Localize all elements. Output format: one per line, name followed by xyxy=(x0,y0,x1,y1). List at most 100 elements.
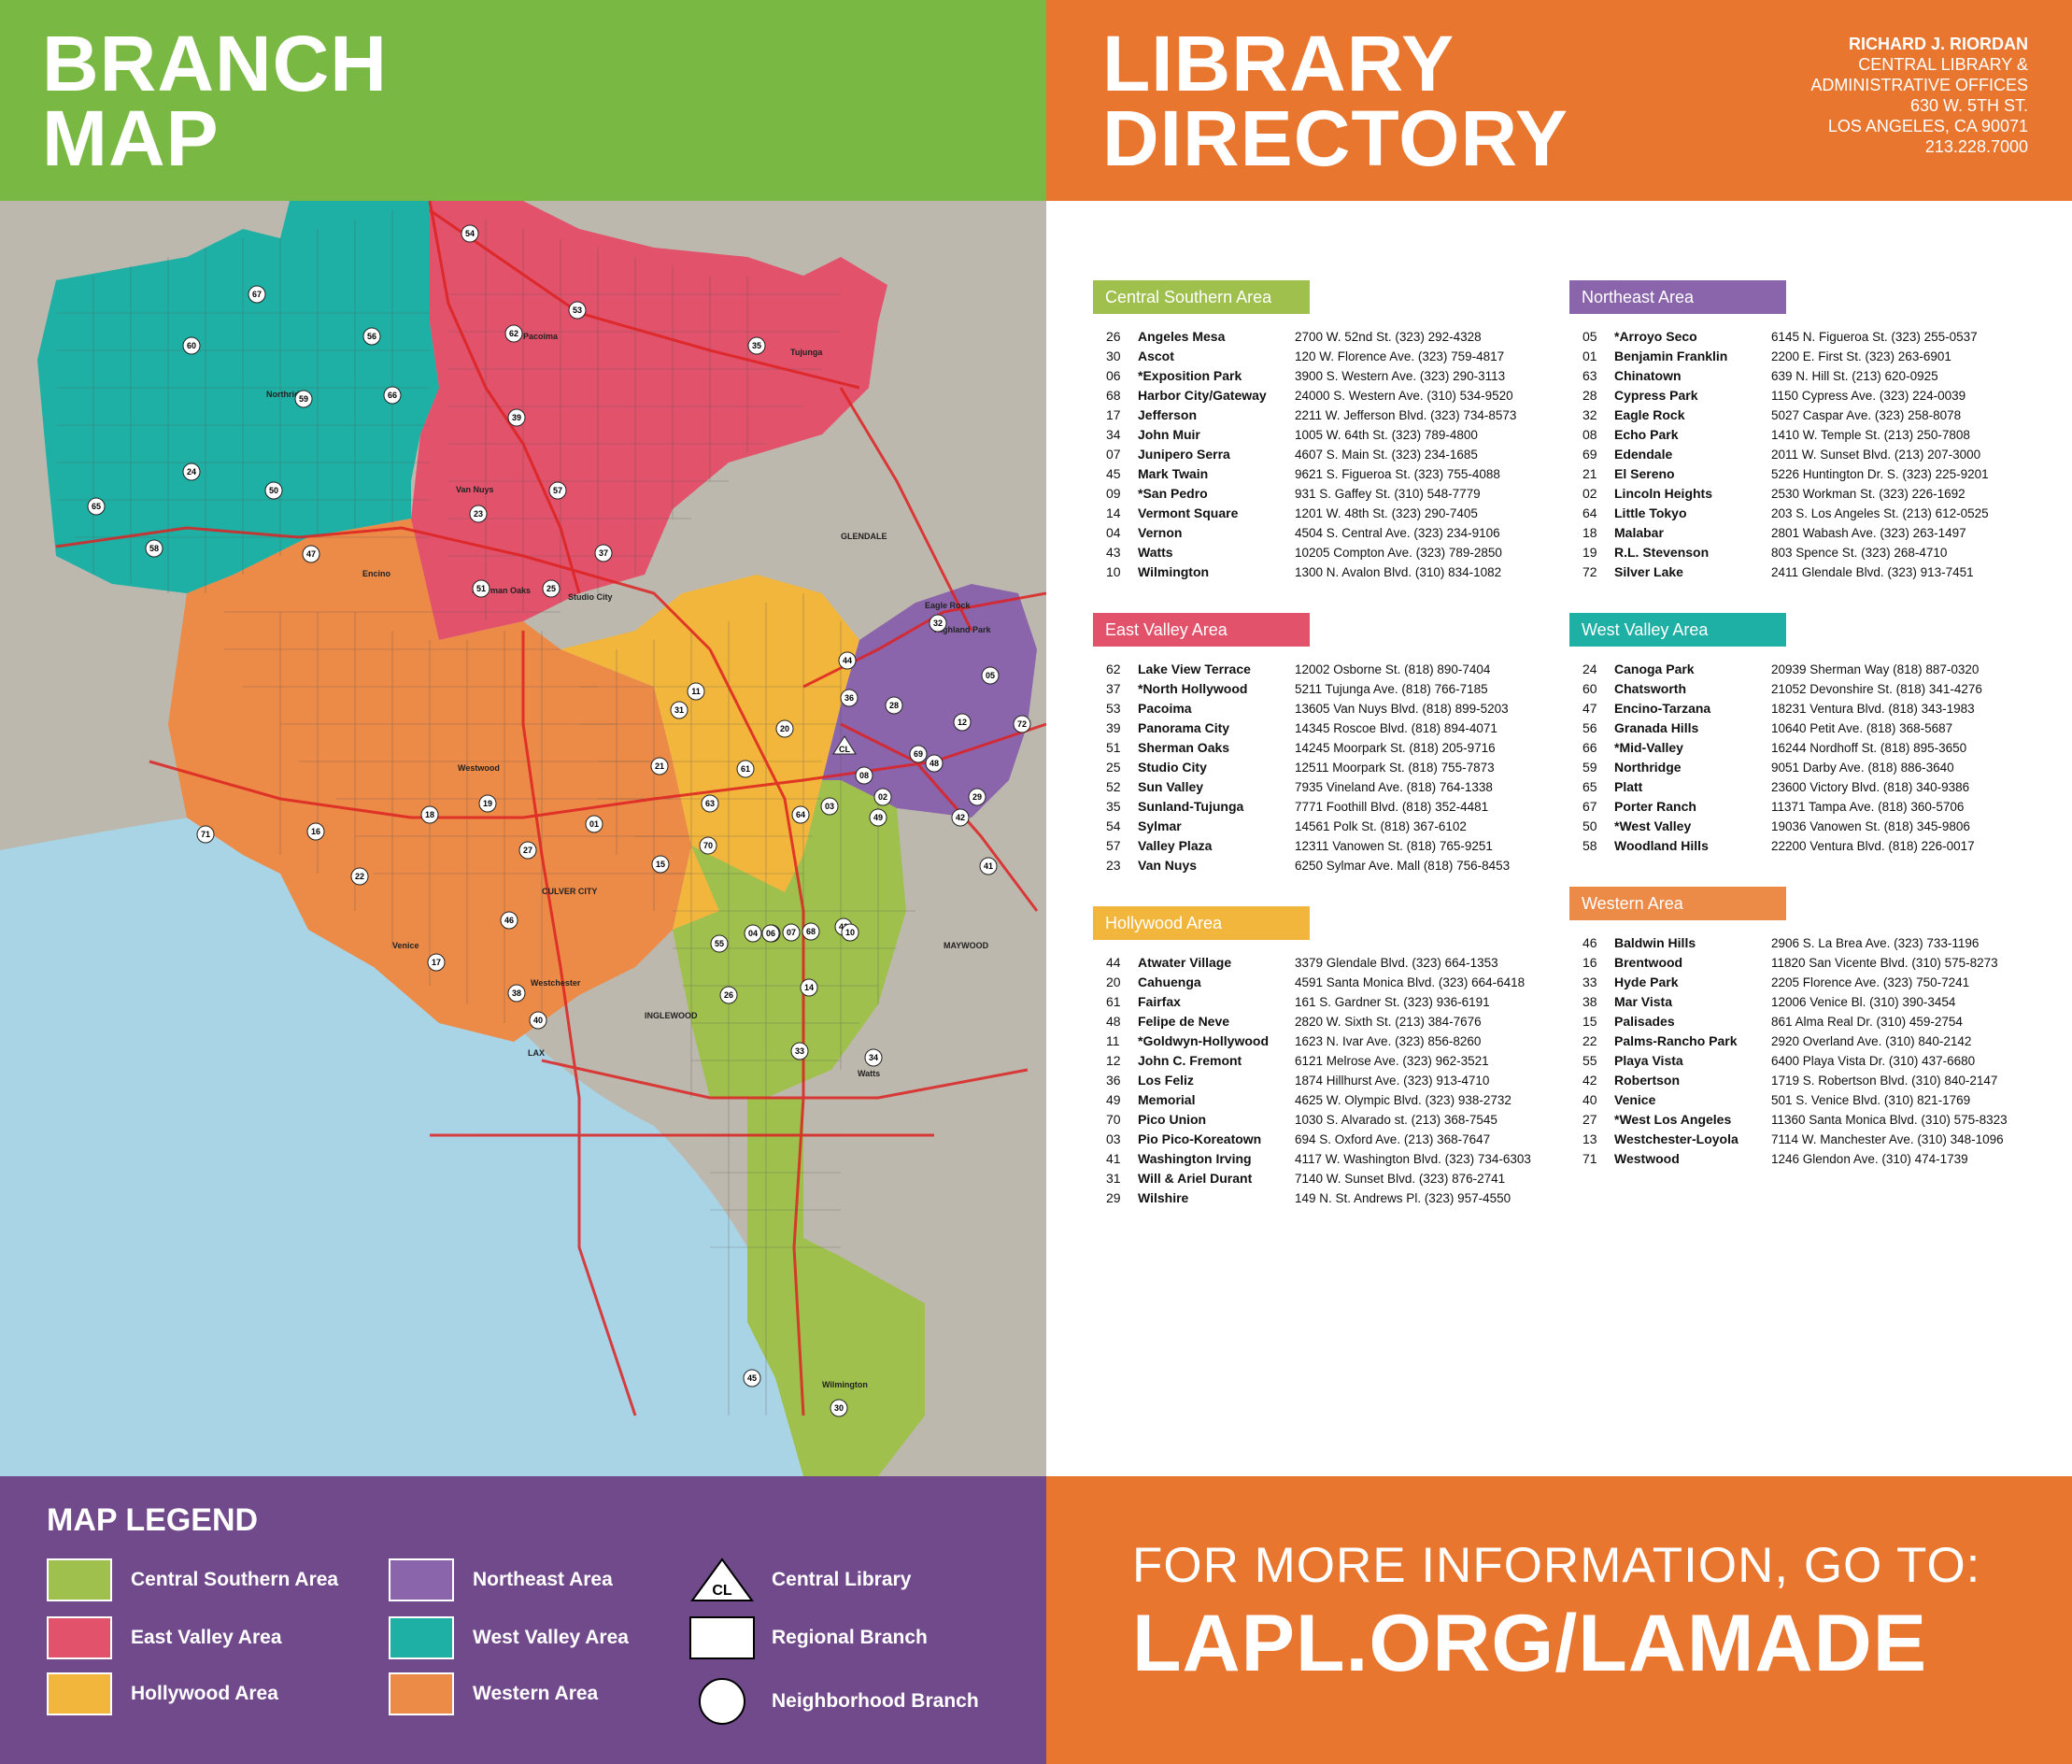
branch-marker[interactable]: 49 xyxy=(869,808,887,827)
branch-row: 12 John C. Fremont 6121 Melrose Ave. (323)… xyxy=(1093,1051,1541,1071)
branch-marker[interactable]: 01 xyxy=(585,815,603,833)
branch-marker[interactable]: 53 xyxy=(568,301,587,320)
branch-row: 38 Mar Vista 12006 Venice Bl. (310) 390-34… xyxy=(1569,992,2018,1012)
branch-marker[interactable]: 24 xyxy=(182,462,201,481)
branch-marker[interactable]: 32 xyxy=(929,614,947,633)
branch-marker[interactable]: 64 xyxy=(791,805,810,824)
branch-marker[interactable]: 19 xyxy=(478,794,497,813)
branch-marker[interactable]: 59 xyxy=(294,390,313,408)
branch-marker-number: 41 xyxy=(984,861,993,871)
branch-num: 63 xyxy=(1582,368,1597,383)
branch-marker[interactable]: 20 xyxy=(775,719,794,738)
branch-marker[interactable]: 38 xyxy=(507,984,526,1003)
branch-marker[interactable]: 18 xyxy=(420,805,439,824)
branch-marker[interactable]: 04 xyxy=(744,924,762,943)
branch-marker[interactable]: 66 xyxy=(383,386,402,405)
branch-marker[interactable]: 05 xyxy=(981,666,1000,685)
branch-marker[interactable]: 48 xyxy=(925,754,944,773)
branch-num: 03 xyxy=(1106,1131,1121,1146)
branch-info: 5027 Caspar Ave. (323) 258-8078 xyxy=(1771,408,1962,422)
branch-marker[interactable]: 72 xyxy=(1013,715,1031,733)
branch-marker[interactable]: 28 xyxy=(885,696,903,715)
central-library-symbol: CL xyxy=(712,1583,732,1599)
branch-marker[interactable]: 69 xyxy=(909,745,928,763)
branch-marker[interactable]: 22 xyxy=(350,867,369,886)
branch-marker[interactable]: 67 xyxy=(248,285,266,304)
branch-marker[interactable]: 70 xyxy=(699,836,717,855)
branch-info: 2211 W. Jefferson Blvd. (323) 734-8573 xyxy=(1295,408,1517,422)
branch-marker[interactable]: 51 xyxy=(472,579,490,598)
central-library-marker[interactable]: CL xyxy=(832,735,857,755)
branch-marker[interactable]: 36 xyxy=(840,689,859,707)
branch-marker[interactable]: 39 xyxy=(507,408,526,427)
branch-marker[interactable]: 63 xyxy=(701,794,719,813)
branch-name: Harbor City/Gateway xyxy=(1138,388,1267,403)
branch-marker-number: 25 xyxy=(546,584,556,593)
branch-info: 23600 Victory Blvd. (818) 340-9386 xyxy=(1771,780,1970,794)
branch-marker[interactable]: 33 xyxy=(790,1042,809,1060)
branch-info: 120 W. Florence Ave. (323) 759-4817 xyxy=(1295,349,1505,363)
branch-marker[interactable]: 37 xyxy=(594,544,613,562)
branch-marker[interactable]: 27 xyxy=(518,841,537,860)
branch-marker[interactable]: 21 xyxy=(650,757,669,775)
branch-marker-circle xyxy=(775,719,794,738)
branch-marker[interactable]: 57 xyxy=(548,481,567,500)
branch-map[interactable]: GLENDALE CULVER CITY INGLEWOOD LAX MAYWO… xyxy=(0,201,1046,1476)
branch-marker[interactable]: 71 xyxy=(196,825,215,844)
branch-marker[interactable]: 68 xyxy=(802,922,820,941)
branch-marker[interactable]: 07 xyxy=(782,923,801,942)
branch-name: Angeles Mesa xyxy=(1138,329,1226,344)
branch-marker[interactable]: 62 xyxy=(504,324,523,343)
swatch-east-valley xyxy=(47,1616,112,1659)
branch-marker[interactable]: 34 xyxy=(864,1048,883,1067)
branch-marker[interactable]: 50 xyxy=(264,481,283,500)
branch-info: 1030 S. Alvarado st. (213) 368-7545 xyxy=(1295,1113,1497,1127)
branch-marker[interactable]: 06 xyxy=(761,924,780,943)
branch-marker[interactable]: 46 xyxy=(500,911,518,930)
branch-marker[interactable]: 12 xyxy=(953,713,972,732)
branch-marker[interactable]: 41 xyxy=(979,857,998,875)
branch-marker[interactable]: 26 xyxy=(719,986,738,1004)
branch-marker[interactable]: 55 xyxy=(710,934,729,953)
branch-marker[interactable]: 56 xyxy=(362,327,381,346)
branch-marker[interactable]: 35 xyxy=(747,336,766,355)
legend-western: Western Area xyxy=(389,1672,598,1715)
section-hollywood: Hollywood Area 44 Atwater Village 3379 Gle… xyxy=(1093,906,1541,1208)
branch-marker[interactable]: 11 xyxy=(687,682,705,701)
branch-marker[interactable]: 65 xyxy=(87,497,106,516)
branch-marker[interactable]: 29 xyxy=(968,788,986,806)
branch-marker[interactable]: 25 xyxy=(542,579,561,598)
branch-marker-number: 18 xyxy=(425,810,434,819)
branch-marker[interactable]: 42 xyxy=(951,808,970,827)
branch-marker[interactable]: 44 xyxy=(838,651,857,670)
branch-marker-number: 32 xyxy=(933,619,943,628)
branch-marker[interactable]: 03 xyxy=(820,797,839,816)
branch-marker[interactable]: 02 xyxy=(873,788,892,806)
branch-marker-number: 16 xyxy=(311,827,320,836)
branch-marker[interactable]: 54 xyxy=(461,224,479,243)
branch-marker-circle xyxy=(802,922,820,941)
branch-marker[interactable]: 10 xyxy=(841,923,859,942)
branch-marker[interactable]: 31 xyxy=(670,701,688,719)
branch-marker[interactable]: 14 xyxy=(800,978,818,997)
label-pacoima: Pacoima xyxy=(523,332,559,341)
branch-marker-circle xyxy=(719,986,738,1004)
branch-marker[interactable]: 08 xyxy=(855,766,873,785)
branch-num: 15 xyxy=(1582,1014,1597,1029)
branch-marker[interactable]: 40 xyxy=(529,1011,547,1030)
branch-marker[interactable]: 23 xyxy=(469,505,488,523)
branch-marker[interactable]: 58 xyxy=(145,539,163,558)
branch-num: 55 xyxy=(1582,1053,1597,1068)
branch-marker-circle xyxy=(981,666,1000,685)
branch-marker[interactable]: 16 xyxy=(306,822,325,841)
branch-marker[interactable]: 45 xyxy=(743,1369,761,1387)
branch-marker[interactable]: 30 xyxy=(830,1399,848,1417)
branch-marker[interactable]: 61 xyxy=(736,760,755,778)
branch-marker[interactable]: 47 xyxy=(302,545,320,563)
branch-num: 47 xyxy=(1582,701,1597,716)
branch-marker[interactable]: 17 xyxy=(427,953,446,972)
branch-marker[interactable]: 15 xyxy=(651,855,670,874)
branch-name: Sherman Oaks xyxy=(1138,740,1230,755)
lapl-link[interactable]: LAPL.ORG/LAMADE xyxy=(1132,1599,1928,1688)
branch-marker[interactable]: 60 xyxy=(182,336,201,355)
